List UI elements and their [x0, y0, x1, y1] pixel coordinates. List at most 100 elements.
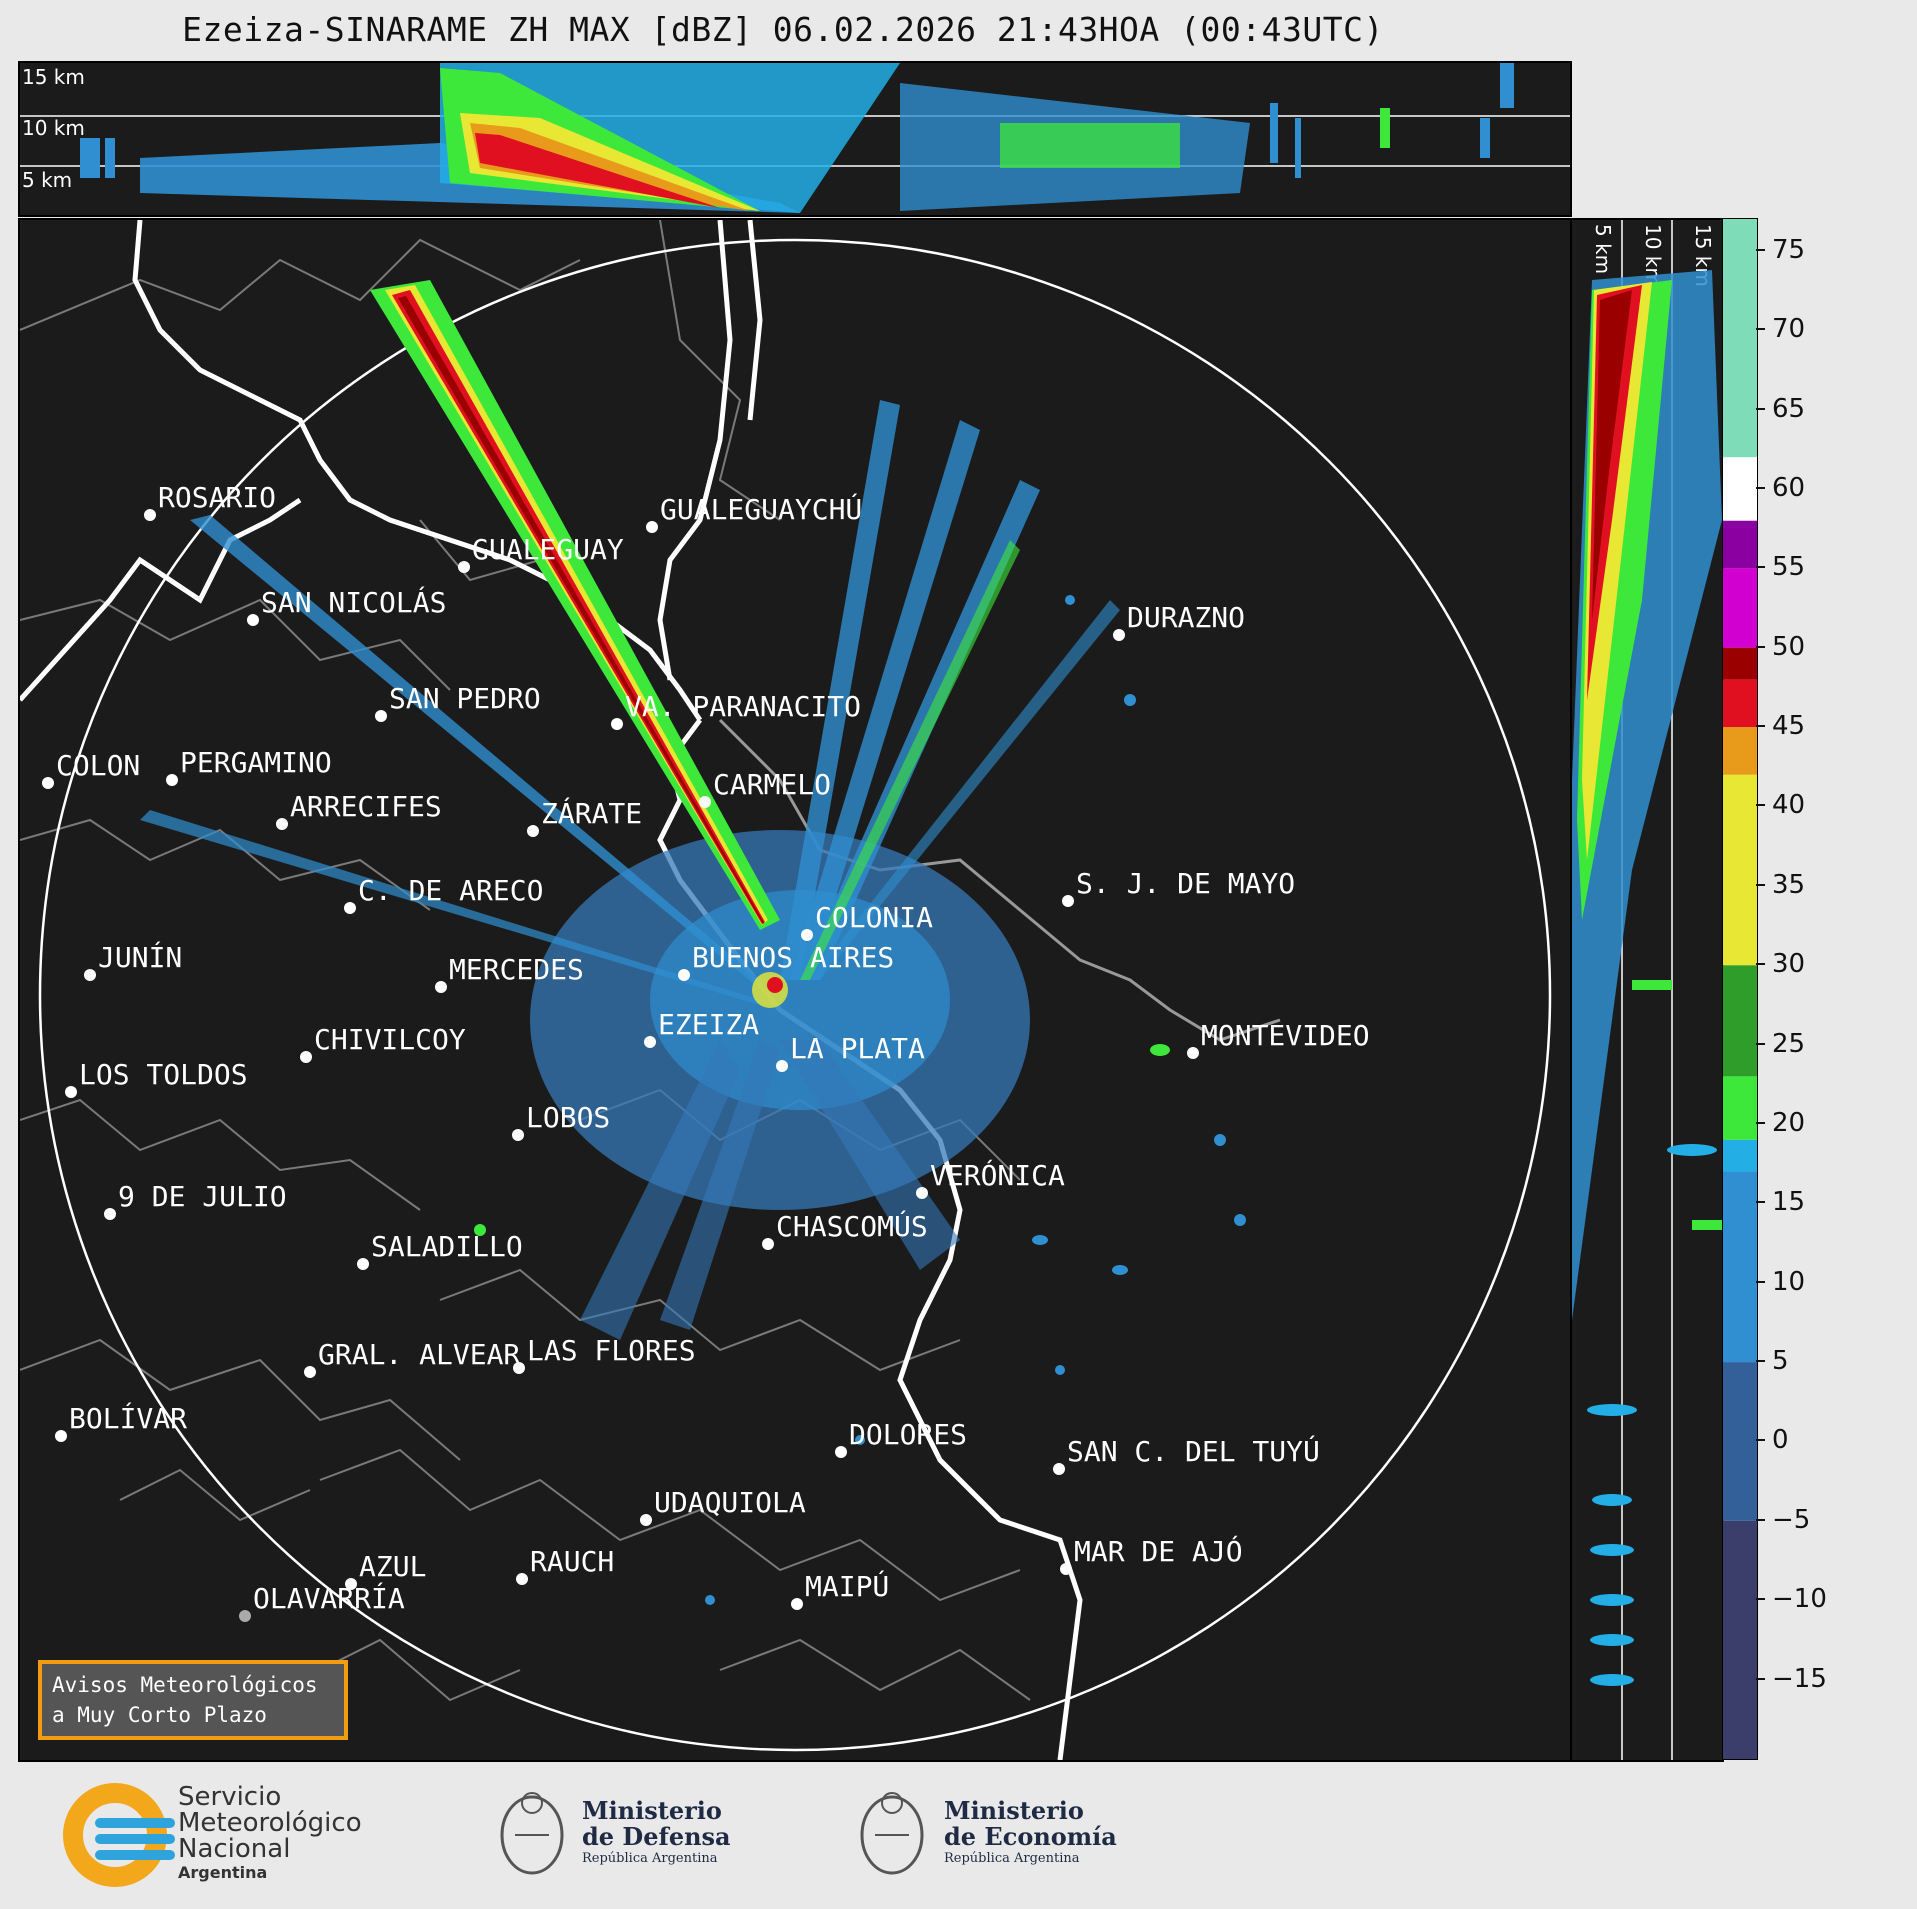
city-gral-alvear[interactable]: GRAL. ALVEAR	[304, 1338, 520, 1378]
svg-text:SAN NICOLÁS: SAN NICOLÁS	[261, 585, 446, 619]
colorbar-segment	[1723, 457, 1757, 521]
city-markers: ROSARIO GUALEGUAYCHÚ GUALEGUAY SAN NICOL…	[42, 481, 1370, 1622]
city-chascomus[interactable]: CHASCOMÚS	[762, 1209, 928, 1250]
svg-text:GRAL. ALVEAR: GRAL. ALVEAR	[318, 1338, 520, 1371]
city-buenos-aires[interactable]: BUENOS AIRES	[678, 941, 894, 981]
footer-logos: Servicio Meteorológico Nacional Argentin…	[0, 1770, 1917, 1909]
svg-text:COLONIA: COLONIA	[815, 901, 933, 934]
svg-text:SAN PEDRO: SAN PEDRO	[389, 682, 541, 715]
city-ezeiza[interactable]: EZEIZA	[644, 1008, 759, 1048]
colorbar-segment	[1723, 965, 1757, 1077]
svg-text:LAS FLORES: LAS FLORES	[527, 1334, 696, 1367]
colorbar-tick-label: 20	[1772, 1107, 1806, 1138]
city-rosario[interactable]: ROSARIO	[144, 481, 276, 521]
city-veronica[interactable]: VERÓNICA	[916, 1158, 1065, 1199]
top-cross-section-svg: 15 km 10 km 5 km	[20, 63, 1570, 213]
colorbar-segment	[1723, 727, 1757, 775]
radar-map-panel[interactable]: ROSARIO GUALEGUAYCHÚ GUALEGUAY SAN NICOL…	[18, 218, 1572, 1762]
colorbar-tick-label: 0	[1772, 1425, 1789, 1456]
svg-text:GUALEGUAY: GUALEGUAY	[472, 533, 624, 566]
colorbar-segment	[1723, 1076, 1757, 1140]
colorbar-tick-label: 60	[1772, 472, 1806, 503]
city-zarate[interactable]: ZÁRATE	[527, 796, 642, 837]
svg-text:UDAQUIOLA: UDAQUIOLA	[654, 1486, 806, 1519]
svg-text:RAUCH: RAUCH	[530, 1545, 614, 1578]
city-san-c-del-tuyu[interactable]: SAN C. DEL TUYÚ	[1053, 1434, 1320, 1475]
city-sj-de-mayo[interactable]: S. J. DE MAYO	[1062, 867, 1295, 907]
city-maipu[interactable]: MAIPÚ	[791, 1569, 889, 1610]
colorbar-tick-label: 5	[1772, 1346, 1789, 1377]
city-pergamino[interactable]: PERGAMINO	[166, 746, 332, 786]
colorbar-tick-mark	[1756, 1121, 1765, 1124]
city-carmelo[interactable]: CARMELO	[699, 768, 831, 808]
warning-line-2: a Muy Corto Plazo	[52, 1703, 267, 1727]
svg-text:JUNÍN: JUNÍN	[98, 940, 182, 974]
radar-map-svg[interactable]: ROSARIO GUALEGUAYCHÚ GUALEGUAY SAN NICOL…	[20, 220, 1570, 1760]
city-va-paranacito[interactable]: VA. PARANACITO	[611, 690, 861, 730]
svg-text:EZEIZA: EZEIZA	[658, 1008, 759, 1041]
side-cross-section-svg: 5 km 10 km 15 km	[1572, 220, 1722, 1760]
city-9-de-julio[interactable]: 9 DE JULIO	[104, 1180, 287, 1220]
colorbar-tick-mark	[1756, 645, 1765, 648]
warning-line-1: Avisos Meteorológicos	[52, 1673, 318, 1697]
svg-text:CHIVILCOY: CHIVILCOY	[314, 1023, 466, 1056]
colorbar-tick-mark	[1756, 1439, 1765, 1442]
city-mar-de-ajo[interactable]: MAR DE AJÓ	[1060, 1534, 1243, 1575]
colorbar-segment	[1723, 647, 1757, 680]
top-alt-label-5: 5 km	[22, 168, 72, 192]
city-montevideo[interactable]: MONTEVIDEO	[1187, 1019, 1370, 1059]
radar-echoes	[140, 280, 1246, 1605]
city-lobos[interactable]: LOBOS	[512, 1101, 610, 1141]
colorbar-tick-label: 25	[1772, 1028, 1806, 1059]
side-cross-section-panel: 5 km 10 km 15 km	[1570, 218, 1724, 1762]
city-dolores[interactable]: DOLORES	[835, 1418, 967, 1458]
city-olavarria[interactable]: OLAVARRÍA	[239, 1581, 405, 1622]
city-azul[interactable]: AZUL	[345, 1550, 426, 1590]
svg-text:CARMELO: CARMELO	[713, 768, 831, 801]
city-udaquiola[interactable]: UDAQUIOLA	[640, 1486, 806, 1526]
city-junin[interactable]: JUNÍN	[84, 940, 182, 981]
colorbar-segment	[1723, 1171, 1757, 1363]
svg-text:S. J. DE MAYO: S. J. DE MAYO	[1076, 867, 1295, 900]
warning-box[interactable]: Avisos Meteorológicos a Muy Corto Plazo	[38, 1660, 348, 1740]
city-chivilcoy[interactable]: CHIVILCOY	[300, 1023, 466, 1063]
city-colon[interactable]: COLON	[42, 749, 140, 789]
city-los-toldos[interactable]: LOS TOLDOS	[65, 1058, 248, 1098]
colorbar-tick-mark	[1756, 328, 1765, 331]
colorbar-tick-mark	[1756, 407, 1765, 410]
city-bolivar[interactable]: BOLÍVAR	[55, 1401, 187, 1442]
smn-logo-icon	[63, 1783, 175, 1887]
city-arrecifes[interactable]: ARRECIFES	[276, 790, 442, 830]
svg-text:LA PLATA: LA PLATA	[790, 1032, 925, 1065]
colorbar-tick-label: 70	[1772, 314, 1806, 345]
colorbar-tick-mark	[1756, 1518, 1765, 1521]
city-las-flores[interactable]: LAS FLORES	[513, 1334, 696, 1374]
city-mercedes[interactable]: MERCEDES	[435, 953, 584, 993]
city-san-nicolas[interactable]: SAN NICOLÁS	[247, 585, 446, 626]
svg-text:MONTEVIDEO: MONTEVIDEO	[1201, 1019, 1370, 1052]
city-c-de-areco[interactable]: C. DE ARECO	[344, 874, 543, 914]
colorbar-tick-mark	[1756, 883, 1765, 886]
svg-text:BUENOS AIRES: BUENOS AIRES	[692, 941, 894, 974]
city-san-pedro[interactable]: SAN PEDRO	[375, 682, 541, 722]
colorbar-tick-mark	[1756, 1280, 1765, 1283]
svg-text:DURAZNO: DURAZNO	[1127, 601, 1245, 634]
city-la-plata[interactable]: LA PLATA	[776, 1032, 925, 1072]
colorbar-segment	[1723, 1362, 1757, 1521]
city-gualeguaychu[interactable]: GUALEGUAYCHÚ	[646, 492, 862, 533]
colorbar-tick-mark	[1756, 725, 1765, 728]
colorbar-segment	[1723, 568, 1757, 648]
city-gualeguay[interactable]: GUALEGUAY	[458, 533, 624, 573]
svg-text:9 DE JULIO: 9 DE JULIO	[118, 1180, 287, 1213]
city-rauch[interactable]: RAUCH	[516, 1545, 614, 1585]
svg-text:SAN C. DEL TUYÚ: SAN C. DEL TUYÚ	[1067, 1434, 1320, 1468]
city-durazno[interactable]: DURAZNO	[1113, 601, 1245, 641]
range-ring	[38, 238, 1552, 1752]
svg-text:MAR DE AJÓ: MAR DE AJÓ	[1074, 1534, 1243, 1568]
colorbar-segment	[1723, 219, 1757, 458]
city-saladillo[interactable]: SALADILLO	[357, 1230, 523, 1270]
svg-text:ARRECIFES: ARRECIFES	[290, 790, 442, 823]
city-colonia[interactable]: COLONIA	[801, 901, 933, 941]
map-title: Ezeiza-SINARAME ZH MAX [dBZ] 06.02.2026 …	[182, 10, 1384, 49]
colorbar-tick-label: 30	[1772, 949, 1806, 980]
